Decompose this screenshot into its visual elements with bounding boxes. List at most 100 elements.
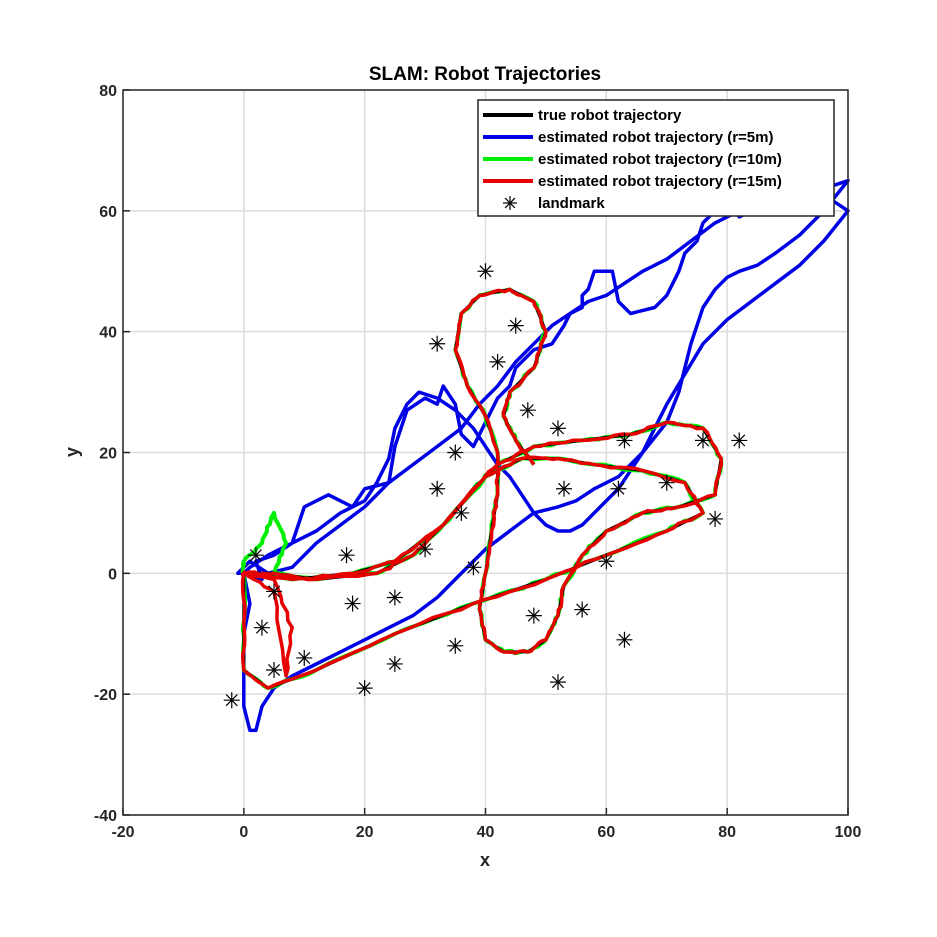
landmark-layer	[223, 263, 748, 709]
landmark-marker	[247, 547, 264, 564]
x-tick-label: 80	[718, 824, 736, 841]
landmark-marker	[695, 432, 711, 449]
landmark-marker	[507, 317, 524, 334]
series-line-3	[240, 287, 724, 690]
landmark-stroke	[709, 512, 722, 525]
landmark-stroke	[527, 609, 540, 622]
landmark-stroke	[558, 482, 571, 495]
landmark-marker	[465, 559, 482, 576]
landmark-stroke	[449, 446, 462, 459]
landmark-stroke	[618, 434, 631, 447]
landmark-stroke	[660, 476, 673, 489]
landmark-marker	[429, 335, 446, 352]
legend-label-2: estimated robot trajectory (r=10m)	[538, 151, 782, 168]
landmark-marker	[296, 649, 313, 666]
landmark-marker	[556, 480, 573, 497]
landmark-stroke	[733, 434, 746, 447]
y-tick-label: 40	[99, 325, 117, 342]
landmark-marker	[550, 420, 566, 437]
landmark-stroke	[521, 404, 534, 417]
landmark-marker	[574, 601, 591, 618]
legend-label-1: estimated robot trajectory (r=5m)	[538, 129, 773, 146]
landmark-stroke	[455, 506, 468, 519]
landmark-marker	[707, 510, 724, 527]
landmark-stroke	[479, 265, 492, 278]
legend-label-0: true robot trajectory	[538, 107, 682, 124]
landmark-stroke	[255, 621, 268, 634]
y-tick-label: 0	[108, 566, 117, 583]
landmark-marker	[616, 432, 633, 449]
x-tick-labels: -20 0 20 40 60 80 100	[111, 824, 861, 841]
landmark-marker	[525, 607, 542, 624]
landmark-marker	[338, 547, 355, 564]
x-tick-label: 0	[239, 824, 248, 841]
landmark-stroke	[576, 603, 589, 616]
y-tick-label: 60	[99, 204, 117, 221]
landmark-stroke	[696, 434, 710, 447]
landmark-marker	[253, 619, 270, 636]
landmark-marker	[429, 480, 446, 497]
landmark-marker	[447, 637, 464, 654]
landmark-marker	[519, 402, 536, 419]
landmark-stroke	[449, 639, 462, 652]
y-tick-labels: -40 -20 0 20 40 60 80	[94, 83, 117, 825]
landmark-marker	[386, 655, 403, 672]
landmark-stroke	[612, 482, 625, 495]
legend-label-4: landmark	[538, 195, 605, 212]
landmark-marker	[447, 444, 464, 461]
landmark-stroke	[509, 319, 522, 332]
x-tick-label: 40	[477, 824, 495, 841]
landmark-marker	[616, 631, 633, 648]
legend-landmark-stroke	[504, 197, 516, 209]
y-tick-label: -20	[94, 687, 117, 704]
legend-label-3: estimated robot trajectory (r=15m)	[538, 173, 782, 190]
landmark-stroke	[249, 549, 262, 562]
landmark-stroke	[346, 597, 359, 610]
landmark-marker	[550, 674, 566, 691]
y-tick-label: 20	[99, 446, 117, 463]
landmark-marker	[266, 583, 283, 600]
landmark-stroke	[419, 543, 432, 556]
y-axis-title: y	[62, 447, 82, 457]
landmark-stroke	[600, 555, 613, 568]
landmark-stroke	[388, 591, 401, 604]
landmark-marker	[266, 662, 283, 678]
landmark-stroke	[225, 694, 238, 707]
landmark-marker	[477, 263, 494, 280]
landmark-marker	[386, 589, 403, 606]
landmark-stroke	[618, 633, 631, 646]
landmark-stroke	[551, 676, 565, 689]
landmark-stroke	[491, 355, 504, 368]
landmark-marker	[344, 595, 361, 612]
plot-frame	[122, 89, 849, 816]
landmark-stroke	[431, 482, 444, 495]
chart-title: SLAM: Robot Trajectories	[369, 64, 601, 85]
landmark-marker	[356, 680, 373, 697]
legend-items: true robot trajectory estimated robot tra…	[483, 107, 782, 212]
landmark-marker	[489, 353, 506, 370]
x-tick-label: -20	[111, 824, 134, 841]
landmark-marker	[223, 692, 240, 709]
legend-box	[477, 99, 835, 217]
landmark-stroke	[268, 663, 281, 677]
landmark-marker	[731, 432, 748, 449]
x-axis-title: x	[480, 850, 490, 870]
y-tick-label: -40	[94, 808, 117, 825]
x-tick-label: 100	[835, 824, 862, 841]
landmark-stroke	[340, 549, 353, 562]
landmark-stroke	[268, 585, 281, 598]
landmark-stroke	[358, 682, 371, 695]
landmark-stroke	[388, 657, 401, 670]
landmark-marker	[453, 504, 470, 521]
landmark-marker	[598, 553, 615, 570]
legend: true robot trajectory estimated robot tra…	[477, 99, 835, 217]
landmark-stroke	[467, 561, 480, 574]
series-layer	[236, 172, 850, 733]
landmark-stroke	[431, 337, 444, 350]
landmark-stroke	[298, 651, 311, 664]
landmark-stroke	[551, 422, 565, 435]
landmark-marker	[417, 541, 434, 558]
y-tick-label: 80	[99, 83, 117, 100]
legend-landmark-marker	[503, 196, 517, 210]
